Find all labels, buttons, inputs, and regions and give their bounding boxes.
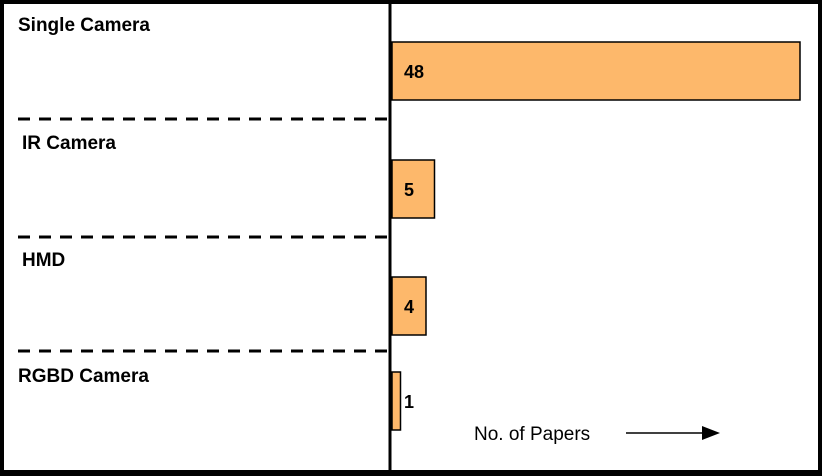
bar-value-labels: 48 5 4 1	[404, 62, 424, 412]
bar	[391, 41, 801, 101]
category-label: HMD	[22, 250, 65, 271]
category-label: Single Camera	[18, 15, 150, 36]
x-axis-arrow-head	[702, 426, 720, 440]
category-label: RGBD Camera	[18, 366, 149, 387]
bar	[391, 371, 402, 431]
bar	[391, 159, 436, 219]
bars	[391, 41, 801, 431]
bar-value-label: 48	[404, 62, 424, 82]
category-labels: Single Camera IR Camera HMD RGBD Camera	[18, 15, 150, 387]
bar-value-label: 1	[404, 392, 414, 412]
bar	[391, 276, 427, 336]
bar-value-label: 4	[404, 297, 414, 317]
category-label: IR Camera	[22, 133, 116, 154]
bar-value-label: 5	[404, 180, 414, 200]
x-axis-label: No. of Papers	[474, 424, 590, 445]
